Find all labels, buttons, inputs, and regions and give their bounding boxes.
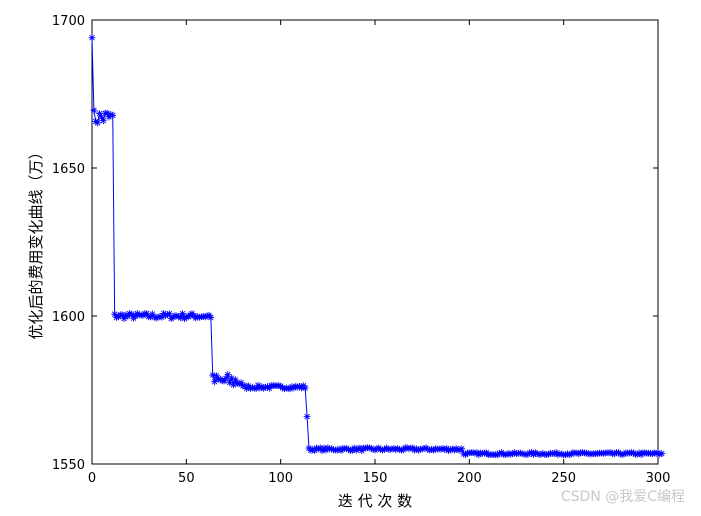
marker-stroke xyxy=(109,112,116,119)
marker-stroke xyxy=(100,117,107,124)
marker-stroke xyxy=(304,413,310,420)
y-tick-label: 1650 xyxy=(52,162,85,177)
marker-stroke xyxy=(225,371,231,378)
x-tick-label: 50 xyxy=(178,471,195,486)
marker-stroke xyxy=(208,314,214,321)
y-tick-label: 1550 xyxy=(52,458,85,473)
watermark: CSDN @我爱C编程 xyxy=(561,489,685,505)
marker-stroke xyxy=(659,450,665,457)
x-tick-label: 250 xyxy=(551,471,576,486)
marker-stroke xyxy=(143,310,150,317)
x-tick-label: 150 xyxy=(363,471,388,486)
marker-stroke xyxy=(238,379,244,386)
marker-stroke xyxy=(128,311,135,317)
marker-stroke xyxy=(166,310,173,317)
data-point xyxy=(211,378,219,386)
marker-stroke xyxy=(96,110,103,117)
data-point xyxy=(301,384,309,392)
marker-stroke xyxy=(149,311,156,317)
marker-stroke xyxy=(302,385,308,391)
data-point xyxy=(99,117,107,125)
series-layer xyxy=(88,34,666,459)
axes-box xyxy=(91,19,659,465)
marker-stroke xyxy=(91,107,97,113)
plot-area xyxy=(91,19,659,465)
data-point xyxy=(303,413,311,421)
data-point xyxy=(109,111,117,119)
marker-stroke xyxy=(459,445,465,452)
data-point xyxy=(94,119,102,127)
data-point xyxy=(90,106,98,114)
marker-stroke xyxy=(104,110,110,116)
x-tick-label: 200 xyxy=(457,471,482,486)
x-axis-label: 迭 代 次 数 xyxy=(338,492,412,510)
axis-ticks: 0 50 100 150 200 250 300 1550 1600 1650 1700 xyxy=(52,14,671,486)
marker-stroke xyxy=(213,372,220,379)
marker-stroke xyxy=(245,383,252,389)
data-point xyxy=(111,310,119,318)
data-point xyxy=(88,34,96,42)
data-point xyxy=(207,314,215,321)
x-tick-label: 0 xyxy=(88,471,96,486)
marker-stroke xyxy=(179,310,186,317)
marker-stroke xyxy=(232,377,239,383)
y-tick-label: 1700 xyxy=(52,14,85,29)
data-point xyxy=(209,371,217,379)
y-axis-label: 优化后的费用变化曲线（万） xyxy=(27,144,45,339)
marker-stroke xyxy=(111,311,118,317)
marker-stroke xyxy=(228,375,235,381)
marker-stroke xyxy=(89,34,95,41)
x-tick-label: 100 xyxy=(268,471,293,486)
y-tick-label: 1600 xyxy=(52,310,85,325)
marker-stroke xyxy=(211,378,218,385)
data-point xyxy=(458,445,466,453)
data-point xyxy=(658,450,666,458)
x-tick-label: 300 xyxy=(646,471,671,486)
marker-stroke xyxy=(255,382,261,389)
marker-stroke xyxy=(94,120,101,126)
